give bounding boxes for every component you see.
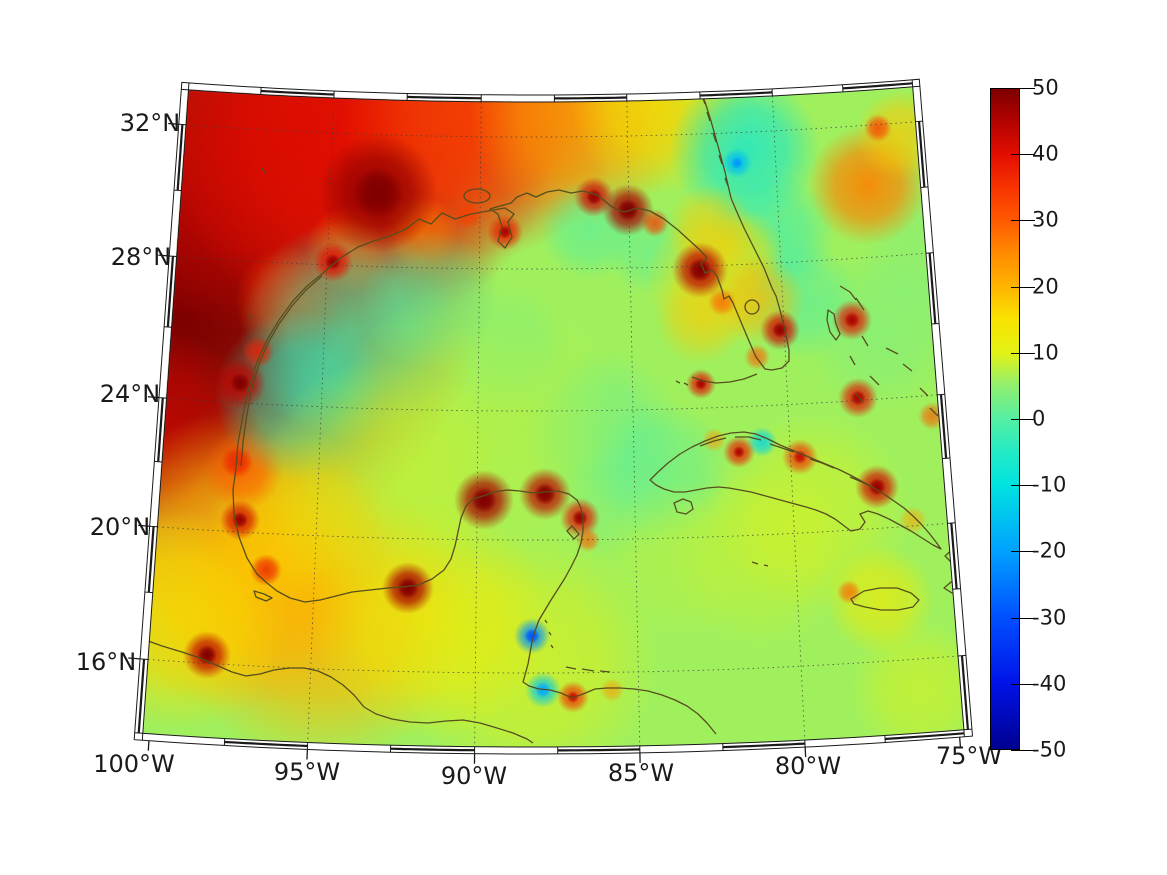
lon-tick-label: 100°W — [93, 750, 175, 778]
coastline-path — [701, 95, 729, 187]
lat-tick-label: 16°N — [75, 648, 137, 676]
colorbar-tick-label: 0 — [1032, 406, 1046, 431]
lon-tick-label: 90°W — [440, 762, 508, 790]
colorbar-tick — [1011, 485, 1035, 487]
colorbar-tick-label: 10 — [1032, 340, 1059, 365]
lon-tick-label: 95°W — [273, 758, 341, 786]
colorbar-tick-label: -20 — [1032, 538, 1067, 563]
colorbar-tick-label: -10 — [1032, 472, 1067, 497]
colorbar-tick-label: -30 — [1032, 605, 1067, 630]
colorbar-tick — [1011, 286, 1035, 288]
colorbar-tick-label: -40 — [1032, 671, 1067, 696]
coastline-path — [463, 188, 760, 315]
colorbar-tick — [1011, 617, 1035, 619]
coastline-path — [673, 498, 694, 515]
colorbar-tick-label: 30 — [1032, 207, 1059, 232]
colorbar-tick — [1011, 154, 1035, 156]
axis-ticks — [128, 122, 962, 764]
colorbar-tick — [1011, 683, 1035, 685]
colorbar-tick — [1011, 419, 1035, 420]
colorbar-tick-label: 40 — [1032, 141, 1059, 166]
colorbar-tick-label: 20 — [1032, 274, 1059, 299]
coastline-path — [649, 431, 942, 550]
colorbar-tick — [1011, 551, 1035, 553]
lat-tick-label: 32°N — [119, 109, 181, 137]
coastline-path — [826, 285, 939, 417]
map-frame — [133, 78, 974, 755]
coastline-path — [247, 167, 769, 673]
coastline-path — [232, 86, 790, 735]
colorbar-tick — [1011, 88, 1035, 89]
colorbar-tick-label: 50 — [1032, 75, 1059, 100]
colorbar-tick — [1011, 750, 1035, 751]
coastline-path — [850, 587, 920, 611]
coastline-path — [142, 637, 534, 744]
graticule — [147, 95, 959, 747]
colorbar-tick — [1011, 352, 1035, 354]
coastline-path — [691, 373, 758, 384]
lon-tick-label: 80°W — [774, 752, 842, 780]
coastline-path — [240, 275, 323, 467]
lat-tick-label: 20°N — [89, 513, 151, 541]
coastline-path — [699, 436, 873, 488]
colorbar-tick — [1011, 220, 1035, 222]
colorbar-tick-label: -50 — [1032, 737, 1067, 762]
lon-tick-label: 85°W — [607, 759, 675, 787]
coastlines — [142, 86, 964, 744]
lat-tick-label: 24°N — [99, 380, 161, 408]
lat-tick-label: 28°N — [110, 243, 172, 271]
